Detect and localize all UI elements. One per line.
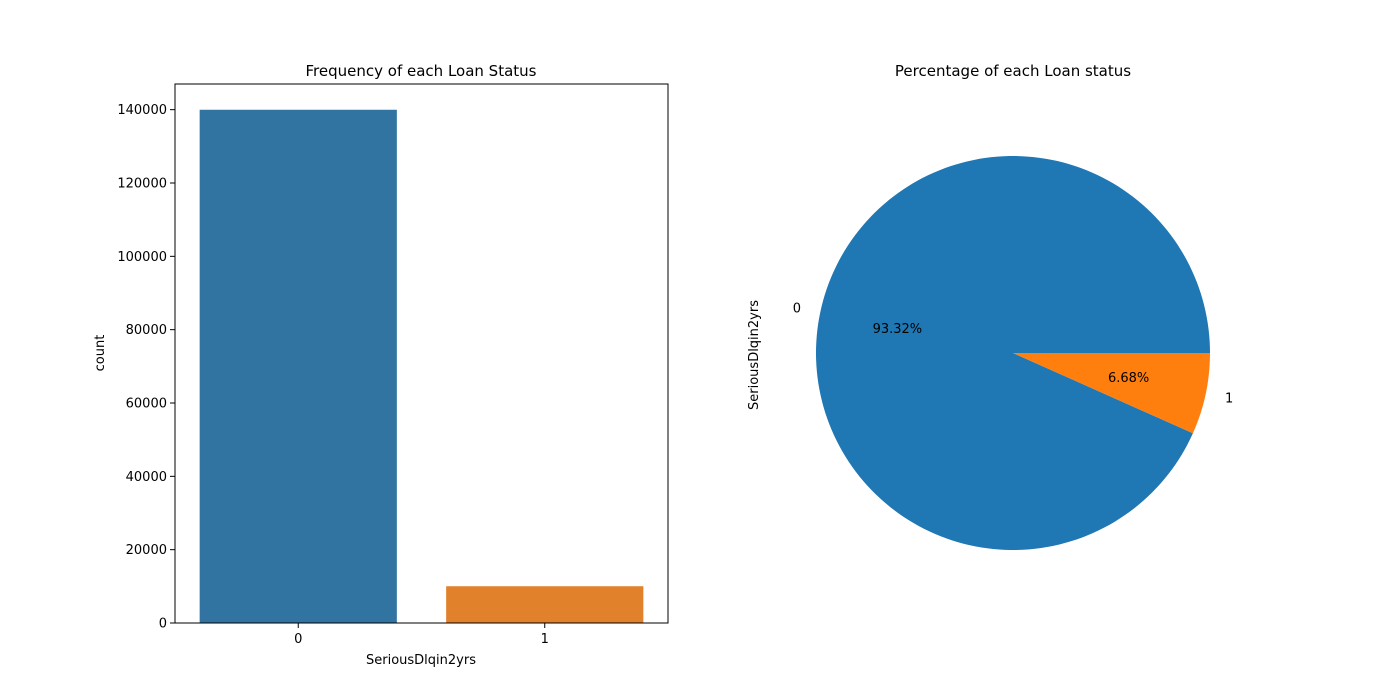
y-tick-label: 120000: [117, 177, 167, 192]
bar-axes-frame: [174, 83, 669, 624]
pie-y-axis-label: SeriousDlqin2yrs: [747, 300, 762, 410]
y-tick-label: 40000: [126, 470, 167, 485]
pie-pct-label: 6.68%: [1108, 371, 1149, 386]
pie-pct-label: 93.32%: [873, 322, 923, 337]
pie-chart: Percentage of each Loan status 0 93.32% 1 6…: [747, 62, 1233, 550]
y-tick-label: 80000: [126, 323, 167, 338]
bar-plot-area: [199, 109, 644, 623]
pie-slice-label: 1: [1225, 392, 1233, 407]
bar-y-axis-label: count: [93, 335, 108, 372]
y-tick-label: 140000: [117, 103, 167, 118]
bar-y-axis: 0 20000 40000 60000 80000 100000 120000 140000: [117, 103, 175, 632]
bar-1: [446, 586, 644, 623]
pie-chart-title: Percentage of each Loan status: [895, 62, 1131, 80]
bar-chart-title: Frequency of each Loan Status: [306, 62, 537, 80]
pie-slice-1: [1013, 353, 1210, 434]
y-tick-label: 60000: [126, 397, 167, 412]
bar-x-axis-label: SeriousDlqin2yrs: [366, 653, 476, 668]
bar-chart: Frequency of each Loan Status 0 20000 4000…: [93, 62, 669, 668]
x-tick-label: 0: [294, 632, 302, 647]
pie-slices: [816, 155, 1210, 550]
bar-0: [199, 109, 397, 623]
x-tick-label: 1: [541, 632, 549, 647]
y-tick-label: 0: [159, 617, 167, 632]
pie-slice-0: [816, 155, 1210, 550]
y-tick-label: 20000: [126, 543, 167, 558]
y-tick-label: 100000: [117, 250, 167, 265]
pie-labels: 0 93.32% 1 6.68%: [793, 301, 1233, 406]
pie-slice-label: 0: [793, 301, 801, 316]
